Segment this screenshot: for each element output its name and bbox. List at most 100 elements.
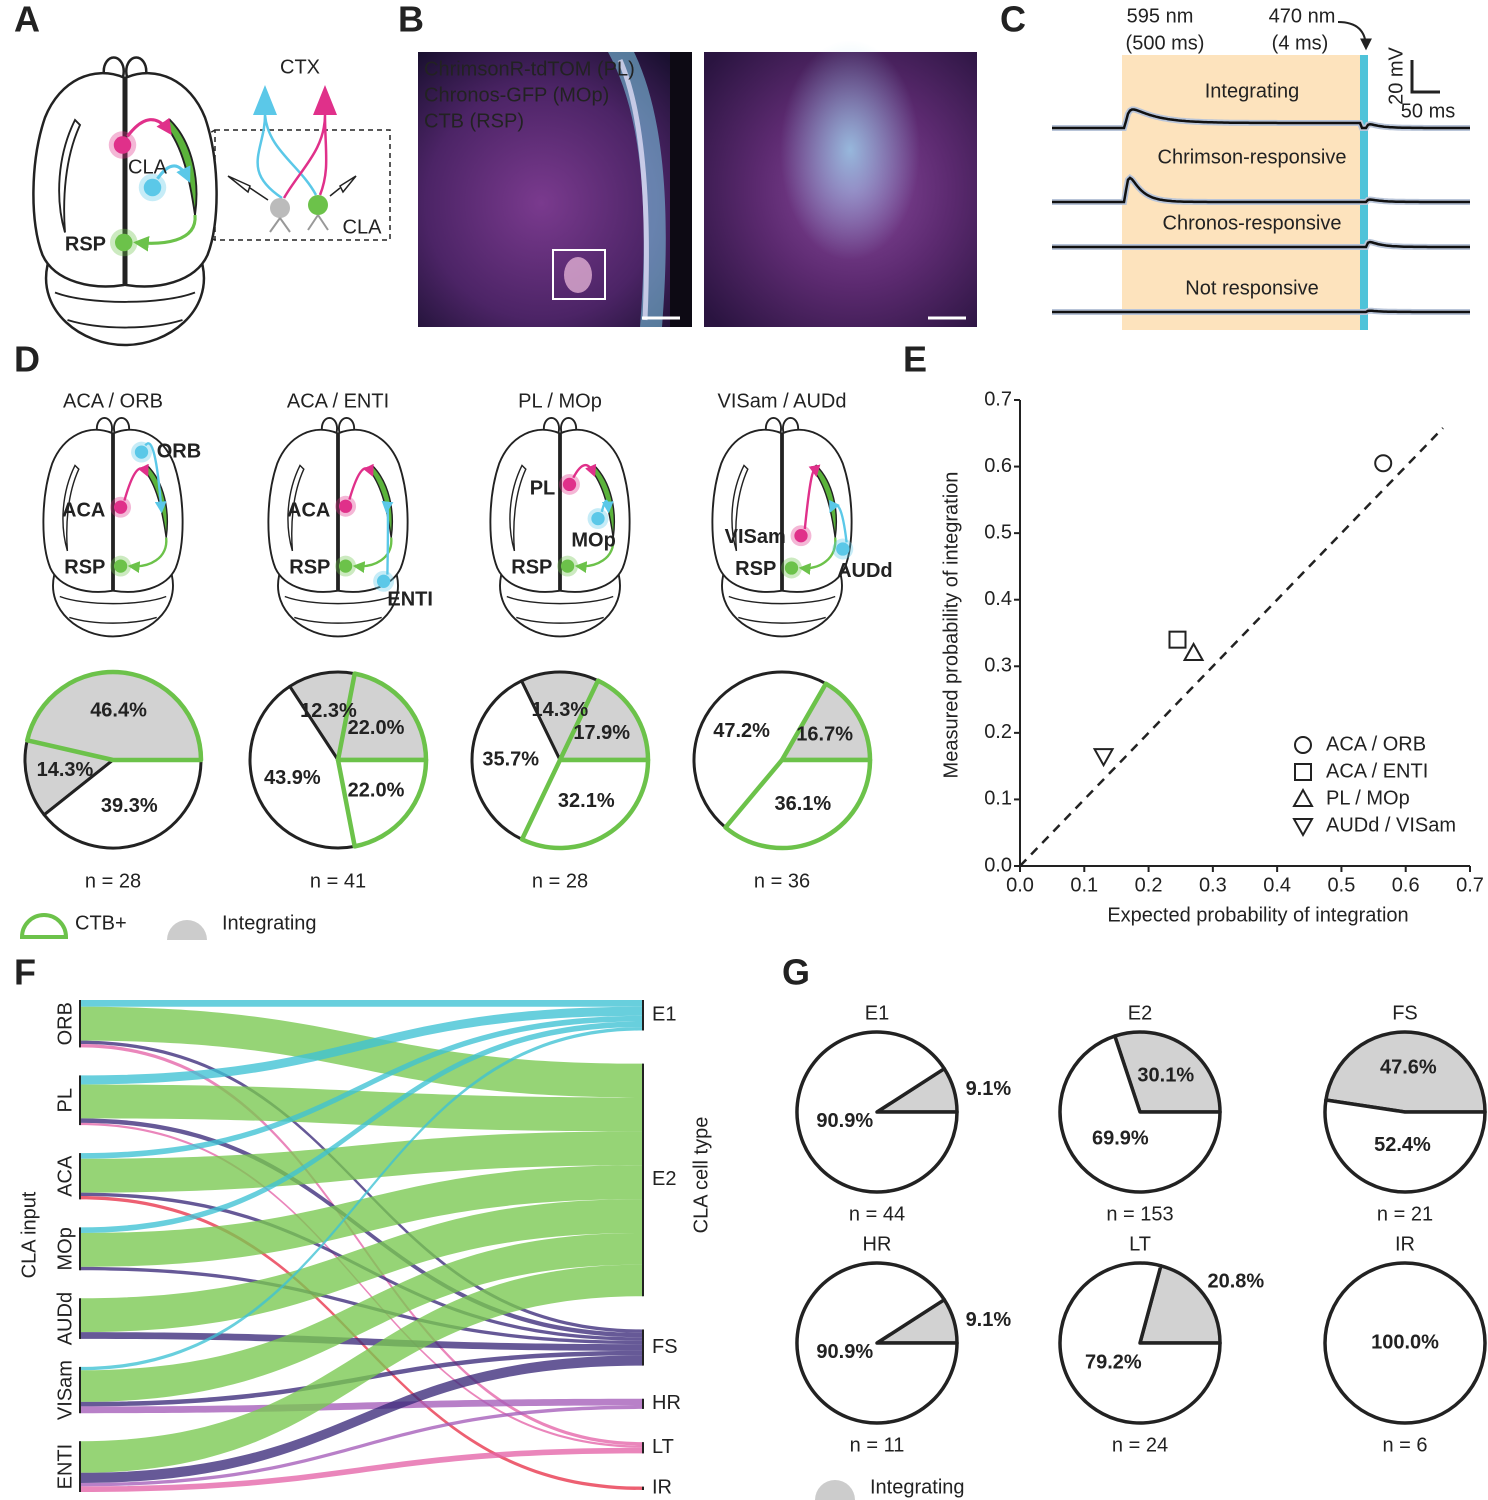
sankey-link bbox=[80, 1332, 643, 1351]
source-label: ORB bbox=[54, 1002, 76, 1045]
label: RSP bbox=[65, 233, 106, 255]
projection-arrow bbox=[144, 442, 167, 514]
pie-label: 39.3% bbox=[101, 795, 158, 817]
sankey-link bbox=[80, 1021, 643, 1234]
legend-label: CTB+ bbox=[75, 912, 127, 934]
legend-label: AUDd / VISam bbox=[1326, 814, 1456, 836]
label: (4 ms) bbox=[1272, 32, 1329, 54]
sankey-link bbox=[80, 1264, 643, 1473]
brain bbox=[42, 416, 184, 638]
cla-cell bbox=[270, 198, 290, 218]
hemisphere bbox=[32, 72, 125, 288]
sankey-link bbox=[80, 1044, 643, 1446]
sankey-link bbox=[80, 1165, 643, 1267]
stim-595 bbox=[1122, 55, 1362, 330]
pie-n: n = 36 bbox=[754, 870, 810, 892]
pie-title: FS bbox=[1392, 1002, 1418, 1024]
pie-slice bbox=[1323, 1261, 1487, 1425]
sankey-link bbox=[80, 1355, 643, 1483]
y-tick-label: 0.7 bbox=[984, 388, 1012, 410]
x-tick-label: 0.0 bbox=[1006, 874, 1034, 896]
pie-slice bbox=[23, 738, 115, 817]
trace-label: Integrating bbox=[1205, 80, 1300, 102]
legend-label: ACA / ORB bbox=[1326, 733, 1426, 755]
legend-label: PL / MOp bbox=[1326, 787, 1410, 809]
sankey-link bbox=[80, 1015, 643, 1159]
y-tick-label: 0.3 bbox=[984, 655, 1012, 677]
pie-title: VISam / AUDd bbox=[718, 390, 847, 412]
pie-n: n = 11 bbox=[850, 1434, 905, 1456]
pie-label: 90.9% bbox=[816, 1110, 873, 1132]
pie-label: 35.7% bbox=[482, 748, 539, 770]
region-label: RSP bbox=[64, 556, 105, 578]
brain bbox=[267, 416, 409, 638]
trace bbox=[1052, 309, 1470, 314]
y-axis-label: Measured probability of integration bbox=[940, 472, 962, 779]
pie-n: n = 24 bbox=[1112, 1434, 1168, 1456]
channel-label: Chronos-GFP (MOp) bbox=[424, 84, 609, 106]
pie-label: 90.9% bbox=[816, 1341, 873, 1363]
pie-label: 79.2% bbox=[1085, 1352, 1142, 1374]
region-dot bbox=[560, 559, 575, 573]
trace-label: Chrimson-responsive bbox=[1158, 146, 1347, 168]
pie-slice bbox=[470, 679, 562, 841]
pie-n: n = 6 bbox=[1382, 1434, 1427, 1456]
sankey-link bbox=[80, 1405, 643, 1487]
pie-slice bbox=[1058, 1034, 1222, 1194]
target-label: E1 bbox=[652, 1004, 676, 1026]
trace bbox=[1052, 108, 1470, 130]
region-label: ACA bbox=[62, 499, 105, 521]
region-dot bbox=[113, 500, 128, 514]
projection-arrow bbox=[348, 463, 374, 500]
pie-slice bbox=[1138, 1264, 1222, 1345]
projection-arrow bbox=[133, 214, 197, 252]
pie-label: 30.1% bbox=[1137, 1065, 1194, 1087]
pie-slice bbox=[557, 678, 651, 763]
label: (500 ms) bbox=[1126, 32, 1205, 54]
scale-label: 20 mV bbox=[1385, 46, 1407, 104]
x-tick-label: 0.7 bbox=[1456, 874, 1484, 896]
cortex-cell bbox=[313, 85, 337, 115]
legend-label: Integrating bbox=[870, 1476, 965, 1498]
projection-arrow bbox=[600, 499, 614, 514]
legend-integrating bbox=[167, 920, 207, 940]
cerebellum-fold bbox=[54, 291, 196, 329]
pie-slice bbox=[795, 1030, 959, 1194]
pie-title: E2 bbox=[1128, 1002, 1152, 1024]
pie-n: n = 21 bbox=[1377, 1203, 1433, 1225]
micrograph-blob bbox=[780, 40, 920, 260]
pie-label: 69.9% bbox=[1092, 1128, 1149, 1150]
region-dot bbox=[115, 233, 133, 252]
region-label: ORB bbox=[157, 440, 201, 462]
projection-arrow bbox=[123, 463, 149, 501]
y-tick-label: 0.1 bbox=[984, 788, 1012, 810]
panel-label: A bbox=[14, 0, 40, 40]
panel-label: D bbox=[14, 339, 40, 380]
legend-label: Integrating bbox=[222, 912, 317, 934]
hippocampus bbox=[62, 464, 80, 552]
x-tick-label: 0.6 bbox=[1392, 874, 1420, 896]
hemisphere bbox=[711, 428, 783, 593]
brain bbox=[32, 56, 218, 347]
region-dot bbox=[338, 499, 353, 513]
pie-slice bbox=[1323, 1098, 1487, 1194]
pie-label: 17.9% bbox=[573, 722, 630, 744]
trace bbox=[1052, 240, 1470, 249]
y-tick-label: 0.4 bbox=[984, 588, 1012, 610]
axon bbox=[256, 114, 318, 200]
y-tick-label: 0.0 bbox=[984, 854, 1012, 876]
x-tick-label: 0.3 bbox=[1199, 874, 1227, 896]
panel-label: C bbox=[1000, 0, 1026, 40]
region-label: VISam bbox=[725, 526, 786, 548]
axon bbox=[282, 114, 328, 199]
sankey-link bbox=[80, 1447, 643, 1492]
legend-integrating bbox=[815, 1480, 855, 1500]
sankey-link bbox=[80, 1199, 643, 1333]
pie-slice bbox=[42, 758, 203, 850]
pie-label: 47.6% bbox=[1380, 1056, 1437, 1078]
marker bbox=[1292, 818, 1314, 838]
pie-label: 36.1% bbox=[774, 793, 831, 815]
brain bbox=[489, 416, 631, 638]
